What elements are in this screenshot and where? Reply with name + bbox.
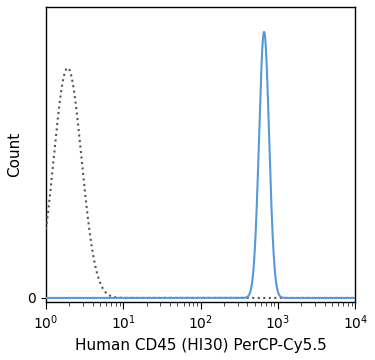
Y-axis label: Count: Count xyxy=(7,132,22,177)
X-axis label: Human CD45 (HI30) PerCP-Cy5.5: Human CD45 (HI30) PerCP-Cy5.5 xyxy=(75,338,327,353)
